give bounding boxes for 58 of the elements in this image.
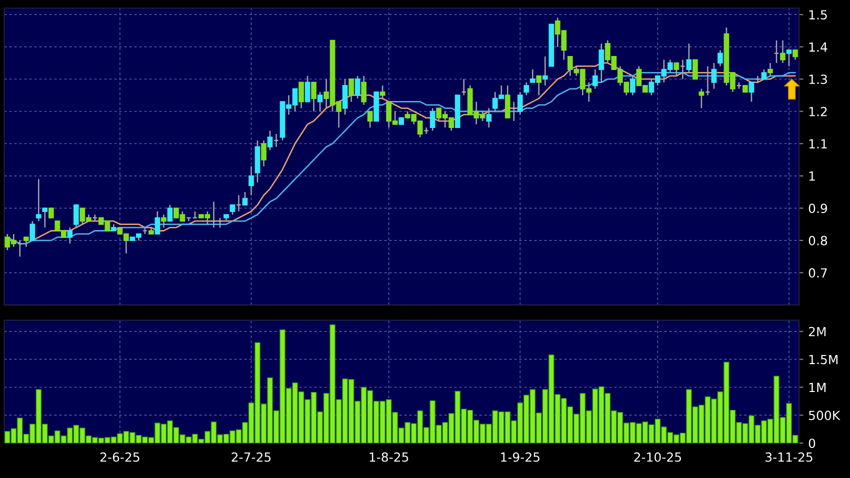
candlestick xyxy=(711,62,717,90)
candlestick xyxy=(67,226,73,244)
y-tick-label: 1M xyxy=(809,382,826,392)
candlestick xyxy=(692,59,698,80)
y-tick-label: 0.9 xyxy=(808,204,828,214)
candlestick xyxy=(342,78,348,116)
y-tick-label: 2M xyxy=(808,326,826,336)
y-tick-label: 1.5 xyxy=(809,10,827,20)
y-tick-label: 1.2 xyxy=(809,106,827,116)
candlestick xyxy=(748,82,754,102)
candlestick xyxy=(486,108,492,128)
x-tick-label: 2-7-25 xyxy=(232,452,271,462)
candlestick xyxy=(317,91,323,112)
x-tick-label: 2-6-25 xyxy=(100,452,140,462)
candlestick xyxy=(248,166,254,196)
candlestick xyxy=(542,56,548,86)
candlestick xyxy=(298,82,304,109)
candlestick xyxy=(30,220,36,242)
candlestick xyxy=(42,208,48,228)
candlestick xyxy=(536,75,542,96)
candlestick xyxy=(530,68,536,83)
y-tick-label: 1.5M xyxy=(809,354,838,364)
candlestick xyxy=(792,49,798,60)
candlestick xyxy=(524,82,530,96)
y-tick-label: 1 xyxy=(809,172,815,181)
y-tick-label: 1.3 xyxy=(809,74,827,84)
candlestick xyxy=(48,208,54,218)
candlestick xyxy=(304,75,310,102)
candlestick xyxy=(367,110,373,128)
candlestick xyxy=(261,140,266,167)
y-tick-label: 500K xyxy=(808,410,840,420)
candlestick xyxy=(630,75,636,96)
y-tick-label: 0.7 xyxy=(808,268,827,278)
candlestick xyxy=(167,204,173,222)
y-tick-label: 1.1 xyxy=(809,139,827,148)
y-tick-label: 1.4 xyxy=(809,42,828,52)
x-tick-label: 1-9-25 xyxy=(501,452,540,462)
candlestick xyxy=(73,204,79,228)
x-tick-label: 3-11-25 xyxy=(766,452,812,462)
candlestick xyxy=(592,68,598,90)
candlestick xyxy=(380,84,386,100)
candlestick xyxy=(23,236,29,248)
candlestick xyxy=(354,75,360,100)
x-tick-label: 2-10-25 xyxy=(634,452,681,462)
y-tick-label: 0 xyxy=(808,438,816,448)
candlestick xyxy=(598,42,604,83)
y-tick-label: 0.8 xyxy=(808,236,828,246)
candlestick xyxy=(348,78,354,102)
candlestick xyxy=(36,178,42,222)
candlestick xyxy=(786,49,792,67)
x-tick-label: 1-8-25 xyxy=(370,452,408,462)
candlestick xyxy=(718,49,723,67)
candlestick xyxy=(311,82,316,112)
candlestick xyxy=(430,108,436,132)
candlestick xyxy=(361,75,366,106)
candlestick xyxy=(154,210,160,235)
candlestick xyxy=(768,62,773,77)
candlestick xyxy=(161,214,166,228)
